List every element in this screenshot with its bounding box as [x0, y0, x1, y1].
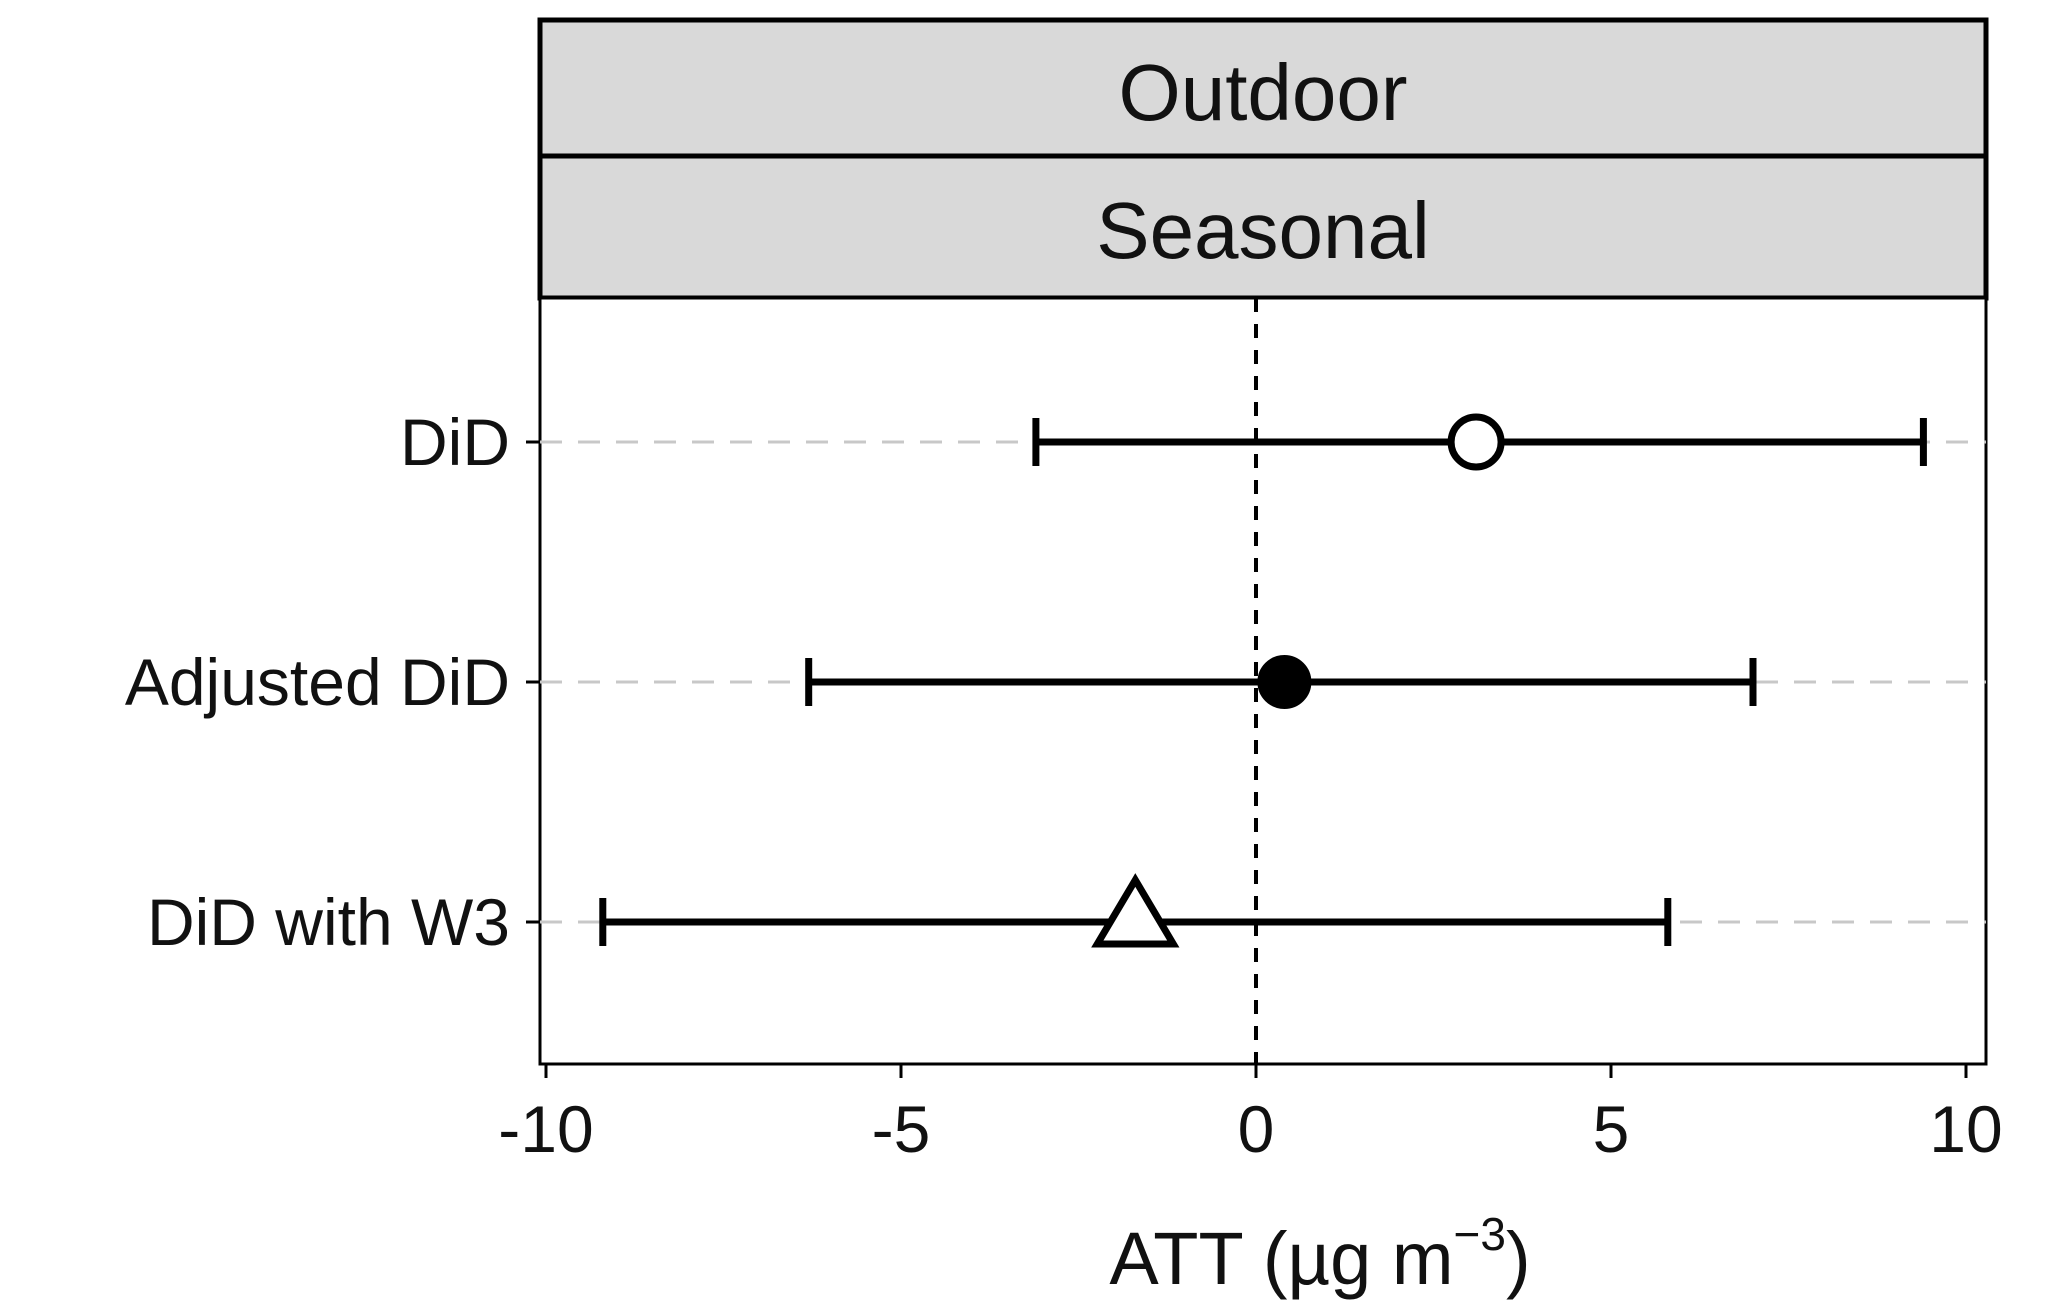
- strip-seasonal-label: Seasonal: [1096, 186, 1430, 275]
- x-axis-title-suffix: ): [1506, 1217, 1531, 1300]
- estimate-did-with-w3: [599, 873, 1672, 948]
- estimate-adjusted-did: [805, 655, 1757, 709]
- x-axis-ticks: -10 -5 0 5 10: [498, 1064, 2003, 1166]
- x-tick-label-1: -5: [872, 1092, 931, 1166]
- strip-outdoor-box: [537, 17, 1989, 159]
- strip-seasonal-box: [537, 153, 1989, 301]
- x-tick-label-3: 5: [1593, 1092, 1630, 1166]
- x-tick-label-2: 0: [1238, 1092, 1275, 1166]
- point-adjusted-did: [1257, 655, 1312, 709]
- x-axis-title-superscript: −3: [1454, 1208, 1506, 1260]
- x-tick-label-4: 10: [1929, 1092, 2002, 1166]
- y-label-adjusted-did: Adjusted DiD: [125, 645, 510, 719]
- x-tick-label-0: -10: [498, 1092, 593, 1166]
- point-did-with-w3: [1091, 873, 1180, 948]
- y-label-did-with-w3: DiD with W3: [147, 885, 510, 959]
- x-axis-title-prefix: ATT (µg m: [1109, 1217, 1453, 1300]
- estimates: [599, 413, 1927, 948]
- x-axis-title: ATT (µg m−3): [1109, 1208, 1530, 1300]
- strip-outdoor-label: Outdoor: [1118, 48, 1407, 137]
- y-label-did: DiD: [400, 405, 510, 479]
- category-labels: DiD Adjusted DiD DiD with W3: [125, 405, 540, 959]
- point-did: [1447, 413, 1505, 471]
- estimate-did: [1032, 413, 1927, 471]
